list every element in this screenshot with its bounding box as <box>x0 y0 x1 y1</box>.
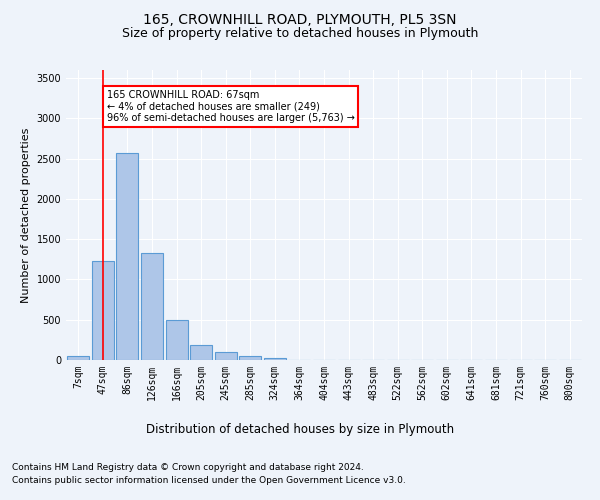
Bar <box>239 356 262 360</box>
Text: 165, CROWNHILL ROAD, PLYMOUTH, PL5 3SN: 165, CROWNHILL ROAD, PLYMOUTH, PL5 3SN <box>143 12 457 26</box>
Text: Contains public sector information licensed under the Open Government Licence v3: Contains public sector information licen… <box>12 476 406 485</box>
Y-axis label: Number of detached properties: Number of detached properties <box>21 128 31 302</box>
Text: Contains HM Land Registry data © Crown copyright and database right 2024.: Contains HM Land Registry data © Crown c… <box>12 462 364 471</box>
Bar <box>67 356 89 360</box>
Bar <box>92 261 114 360</box>
Bar <box>116 153 139 360</box>
Text: Size of property relative to detached houses in Plymouth: Size of property relative to detached ho… <box>122 28 478 40</box>
Bar <box>141 253 163 360</box>
Bar <box>190 345 212 360</box>
Bar <box>264 358 286 360</box>
Text: Distribution of detached houses by size in Plymouth: Distribution of detached houses by size … <box>146 422 454 436</box>
Bar <box>215 352 237 360</box>
Bar <box>166 320 188 360</box>
Text: 165 CROWNHILL ROAD: 67sqm
← 4% of detached houses are smaller (249)
96% of semi-: 165 CROWNHILL ROAD: 67sqm ← 4% of detach… <box>107 90 355 124</box>
